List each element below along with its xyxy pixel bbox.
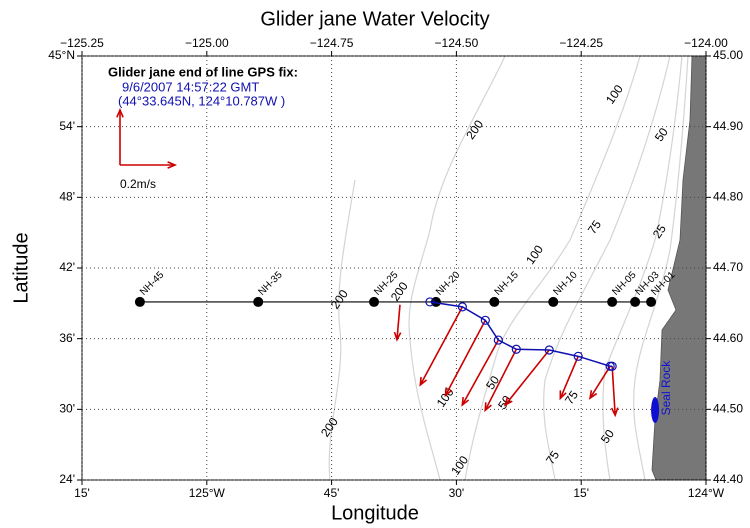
scale-arrow-north — [116, 107, 124, 165]
scale-label: 0.2m/s — [120, 177, 156, 191]
x-tick-label-top: −124.75 — [310, 36, 354, 50]
velocity-arrow-part — [444, 387, 453, 398]
y-tick-label-right: 44.70 — [713, 260, 743, 274]
contour-line — [408, 55, 506, 481]
y-tick-label-right: 44.90 — [713, 119, 743, 133]
chart-title: Glider jane Water Velocity — [260, 8, 489, 30]
station-marker — [134, 296, 145, 307]
x-tick-label-top: −124.00 — [684, 36, 728, 50]
velocity-arrow — [461, 339, 500, 407]
velocity-arrow-part — [504, 349, 550, 406]
y-tick-label-left: 30' — [59, 402, 75, 416]
x-tick-label-bottom: 30' — [449, 486, 465, 500]
velocity-arrow-part — [396, 304, 401, 340]
velocity-arrow — [610, 366, 619, 418]
track-point — [511, 344, 521, 354]
x-axis-label: Longitude — [331, 502, 419, 524]
velocity-arrow-part — [461, 339, 500, 406]
velocity-arrow-part — [559, 390, 567, 401]
velocity-arrow-part — [461, 396, 470, 407]
velocity-arrow — [559, 356, 579, 401]
x-tick-label-top: −124.50 — [435, 36, 479, 50]
station-marker — [548, 296, 559, 307]
x-tick-label-bottom: 45' — [324, 486, 340, 500]
velocity-arrow-part — [393, 331, 402, 342]
velocity-arrow-part — [484, 402, 492, 413]
velocity-arrow — [393, 304, 402, 342]
annotation-time: 9/6/2007 14:57:22 GMT — [122, 79, 259, 94]
station-marker — [646, 296, 657, 307]
y-tick-label-left: 36' — [59, 331, 75, 345]
y-tick-label-left: 24' — [59, 472, 75, 486]
velocity-arrow — [484, 348, 518, 413]
velocity-arrow-part — [419, 306, 464, 386]
contour-line — [602, 55, 683, 481]
velocity-arrow — [588, 365, 611, 400]
velocity-arrow-part — [503, 397, 513, 407]
velocity-arrow-part — [588, 390, 598, 400]
track-point — [573, 351, 583, 361]
x-tick-label-bottom: 124°W — [688, 486, 725, 500]
station-marker — [607, 296, 618, 307]
y-tick-label-left: 45°N — [48, 48, 75, 62]
track-point — [544, 345, 554, 355]
velocity-arrow-part — [444, 319, 487, 396]
y-tick-label-left: 42' — [59, 260, 75, 274]
x-tick-label-bottom: 15' — [573, 486, 589, 500]
annotation-title: Glider jane end of line GPS fix: — [108, 64, 298, 79]
annotation-position: (44°33.645N, 124°10.787W ) — [118, 93, 285, 108]
y-axis-label: Latitude — [10, 232, 32, 303]
y-tick-label-right: 44.40 — [713, 472, 743, 486]
velocity-arrow-part — [589, 365, 611, 399]
station-marker — [253, 296, 264, 307]
y-tick-label-left: 48' — [59, 190, 75, 204]
landmark-marker — [651, 397, 660, 424]
velocity-arrow-part — [559, 356, 579, 399]
contour-line — [328, 179, 356, 481]
velocity-arrow-part — [610, 407, 619, 418]
scale-arrow-east — [120, 161, 178, 169]
y-tick-label-right: 44.50 — [713, 402, 743, 416]
scale-arrow-east-part — [167, 161, 178, 169]
velocity-arrow — [503, 349, 550, 407]
scale-arrow-north-part — [116, 107, 124, 118]
velocity-arrow — [419, 306, 464, 387]
track-point — [457, 302, 467, 312]
landmark-label: Seal Rock — [659, 360, 673, 416]
x-tick-label-top: −124.25 — [559, 36, 603, 50]
velocity-arrow-part — [484, 348, 518, 411]
y-tick-label-right: 44.60 — [713, 331, 743, 345]
y-tick-label-right: 45.00 — [713, 48, 743, 62]
track-point — [493, 335, 503, 345]
x-tick-label-top: −125.00 — [185, 36, 229, 50]
y-tick-label-left: 54' — [59, 119, 75, 133]
track-point — [480, 315, 490, 325]
x-tick-label-bottom: 125°W — [189, 486, 226, 500]
velocity-arrow — [444, 319, 487, 398]
track-point — [425, 297, 435, 307]
contour-line — [464, 55, 641, 481]
x-tick-label-top: −125.25 — [60, 36, 104, 50]
velocity-arrow-part — [611, 366, 616, 416]
station-marker — [489, 296, 500, 307]
velocity-arrow-part — [419, 376, 428, 387]
y-tick-label-right: 44.80 — [713, 190, 743, 204]
x-tick-label-bottom: 15' — [74, 486, 90, 500]
track-point — [607, 361, 617, 371]
contour-line — [543, 55, 671, 481]
station-marker — [369, 296, 380, 307]
glider-track — [429, 301, 613, 367]
station-marker — [630, 296, 641, 307]
